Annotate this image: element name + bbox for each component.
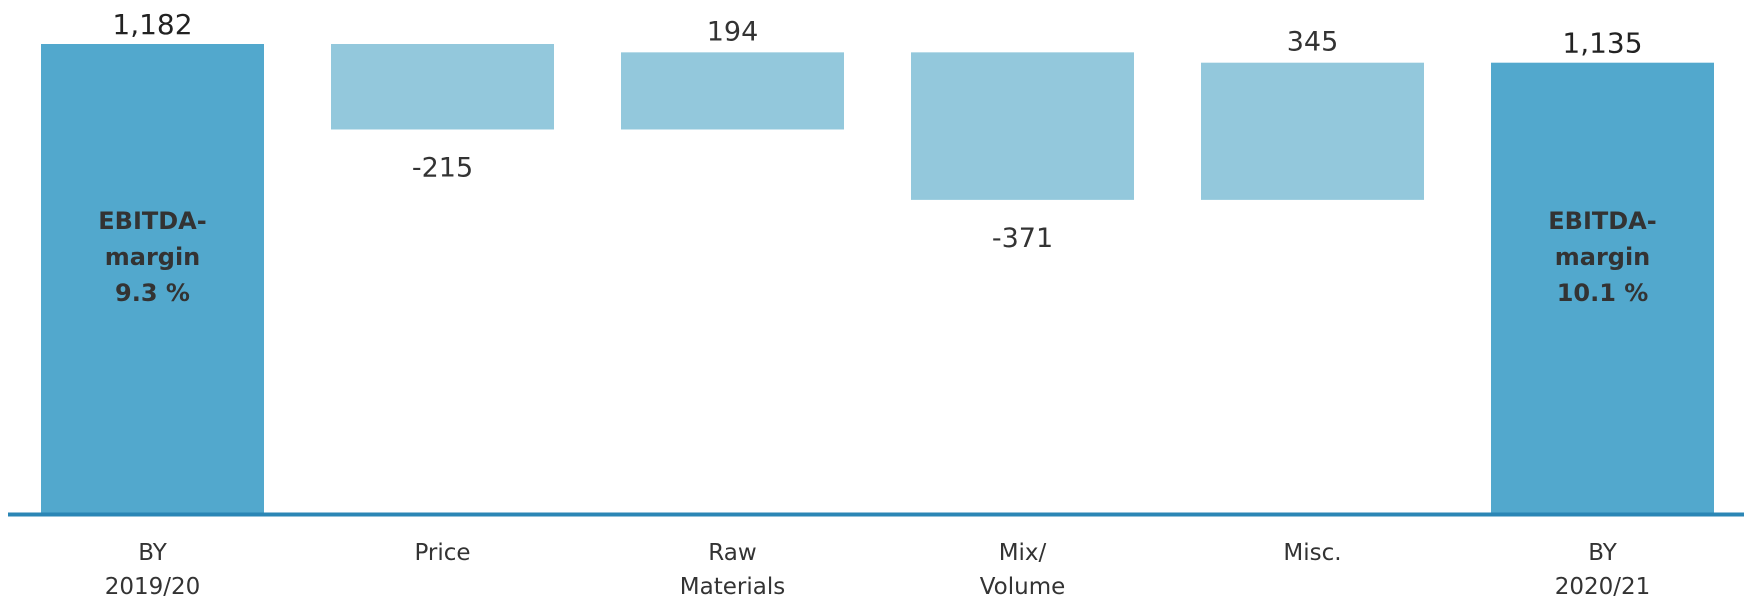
inside-label-6-line-2: margin xyxy=(1555,243,1651,271)
value-label-6: 1,135 xyxy=(1562,27,1642,60)
category-label-4-line-1: Mix/ xyxy=(999,540,1047,566)
value-label-2: -215 xyxy=(412,152,473,183)
value-label-5: 345 xyxy=(1287,27,1339,58)
value-label-1: 1,182 xyxy=(112,8,192,41)
value-label-4: -371 xyxy=(992,223,1053,254)
bars-layer xyxy=(41,44,1714,515)
category-label-6-line-2: 2020/21 xyxy=(1555,574,1651,599)
bar-5 xyxy=(1201,62,1424,200)
category-label-4-line-2: Volume xyxy=(980,574,1066,599)
inside-label-1-line-3: 9.3 % xyxy=(115,279,190,307)
category-label-1-line-2: 2019/20 xyxy=(105,574,201,599)
inside-label-6-line-3: 10.1 % xyxy=(1557,279,1649,307)
category-label-5-line-1: Misc. xyxy=(1283,540,1341,566)
category-label-1-line-1: BY xyxy=(138,540,168,566)
value-label-3: 194 xyxy=(707,16,759,47)
bar-6 xyxy=(1491,62,1714,515)
inside-label-1-line-1: EBITDA- xyxy=(98,207,206,235)
category-label-2-line-1: Price xyxy=(414,540,470,566)
inside-label-1-line-2: margin xyxy=(105,243,201,271)
category-label-3-line-1: Raw xyxy=(708,540,756,566)
bar-3 xyxy=(621,52,844,130)
category-label-6-line-1: BY xyxy=(1588,540,1618,566)
category-labels: BY 2019/20 Price Raw Materials Mix/Volume Misc… xyxy=(105,540,1651,599)
bar-2 xyxy=(331,44,554,130)
bar-1 xyxy=(41,44,264,514)
inside-label-6-line-1: EBITDA- xyxy=(1548,207,1656,235)
bar-4 xyxy=(911,52,1134,200)
category-label-3-line-2: Materials xyxy=(680,574,785,599)
labels-layer: 1,182 EBITDA-margin 9.3 % -215 194 -371 345 1,1… xyxy=(98,8,1656,307)
